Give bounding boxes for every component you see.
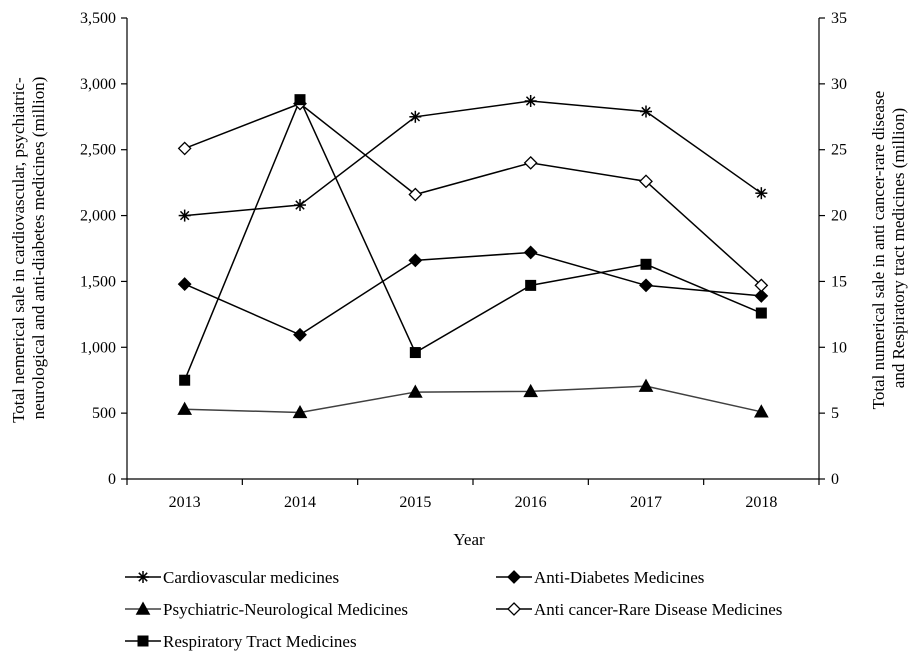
data-point-4 xyxy=(294,94,306,106)
y-right-tick-label: 0 xyxy=(831,471,839,488)
legend-item: Respiratory Tract Medicines xyxy=(125,632,357,651)
y-right-tick-label: 15 xyxy=(831,273,847,290)
y-right-tick-label: 5 xyxy=(831,405,839,422)
legend-label: Anti-Diabetes Medicines xyxy=(534,568,704,587)
series-lines xyxy=(183,97,762,414)
y-left-tick-label: 2,000 xyxy=(80,208,116,225)
data-point-1 xyxy=(523,245,538,260)
data-point-0 xyxy=(640,105,652,118)
data-point-3 xyxy=(754,278,769,293)
data-point-1 xyxy=(754,288,769,303)
x-axis-title: Year xyxy=(453,530,485,549)
data-point-2 xyxy=(523,383,539,398)
legend-item: Anti-Diabetes Medicines xyxy=(496,568,704,587)
legend-item: Anti cancer-Rare Disease Medicines xyxy=(496,600,782,619)
data-point-0 xyxy=(178,209,191,222)
data-point-2 xyxy=(753,404,769,418)
y-left-tick-label: 1,500 xyxy=(80,273,116,290)
series-markers xyxy=(177,94,769,419)
legend-label: Cardiovascular medicines xyxy=(163,568,339,587)
data-point-4 xyxy=(179,374,191,386)
legend-label: Respiratory Tract Medicines xyxy=(163,632,357,651)
data-point-4 xyxy=(409,347,421,359)
data-point-0 xyxy=(294,199,306,212)
legend-marker xyxy=(507,570,521,584)
data-point-2 xyxy=(407,384,423,398)
data-point-1 xyxy=(408,253,423,268)
legend-marker xyxy=(507,602,521,616)
y-right-tick-label: 25 xyxy=(831,142,847,159)
x-tick-label: 2016 xyxy=(515,494,547,511)
y-left-tick-label: 3,000 xyxy=(80,76,116,93)
legend-item: Cardiovascular medicines xyxy=(125,568,339,587)
data-point-4 xyxy=(640,258,652,270)
data-point-0 xyxy=(409,110,422,123)
x-tick-label: 2014 xyxy=(284,494,316,511)
legend-label: Anti cancer-Rare Disease Medicines xyxy=(534,600,782,619)
y-axis-left-title: Total nemerical sale in cardiovascular, … xyxy=(9,73,48,423)
data-point-2 xyxy=(177,401,193,415)
y-left-tick-label: 3,500 xyxy=(80,10,116,27)
x-tick-label: 2013 xyxy=(169,494,201,511)
legend-item: Psychiatric-Neurological Medicines xyxy=(125,600,408,619)
series-line-4 xyxy=(183,97,762,381)
y-left-tick-label: 2,500 xyxy=(80,142,116,159)
y-axis-left-title-line1: Total nemerical sale in cardiovascular, … xyxy=(9,77,28,423)
data-point-3 xyxy=(177,141,192,156)
data-point-0 xyxy=(755,187,768,200)
series-line-3 xyxy=(184,102,762,286)
y-left-tick-label: 500 xyxy=(92,405,116,422)
data-point-4 xyxy=(755,307,767,319)
legend-marker xyxy=(137,635,149,647)
y-axis-right-title-line1: Total numerical sale in anti cancer-rare… xyxy=(869,91,888,409)
y-right-tick-label: 10 xyxy=(831,339,847,356)
y-left-tick-label: 1,000 xyxy=(80,339,116,356)
y-right-tick-label: 35 xyxy=(831,10,847,27)
legend-label: Psychiatric-Neurological Medicines xyxy=(163,600,408,619)
x-tick-label: 2015 xyxy=(399,494,431,511)
legend: Cardiovascular medicines Anti-Diabetes Me… xyxy=(125,568,782,651)
x-tick-label: 2017 xyxy=(630,494,662,511)
series-line-2 xyxy=(184,385,762,414)
series-line-0 xyxy=(184,100,762,217)
legend-marker xyxy=(135,601,151,615)
data-point-2 xyxy=(292,404,308,419)
data-point-1 xyxy=(293,327,307,342)
y-axis-left-title-line2: neurological and anti-diabetes medicines… xyxy=(29,77,48,420)
data-point-1 xyxy=(639,278,653,293)
data-point-3 xyxy=(523,155,538,170)
y-axis-right-title: Total numerical sale in anti cancer-rare… xyxy=(869,87,908,410)
data-point-3 xyxy=(639,174,653,189)
y-left-tick-label: 0 xyxy=(108,471,116,488)
data-point-1 xyxy=(177,277,192,291)
data-point-2 xyxy=(638,378,654,392)
series-line-1 xyxy=(184,251,762,336)
y-right-tick-label: 30 xyxy=(831,76,847,93)
data-point-4 xyxy=(525,279,537,291)
x-tick-label: 2018 xyxy=(745,494,777,511)
y-right-tick-label: 20 xyxy=(831,208,847,225)
data-point-3 xyxy=(408,187,423,202)
data-point-0 xyxy=(524,94,537,107)
legend-marker xyxy=(137,571,149,583)
y-axis-right-title-line2: and Respiratory tract medicines (million… xyxy=(889,108,908,388)
ticks: 0 500 1,000 1,500 2,000 2,500 3,000 3,500 0 5 10 15… xyxy=(80,10,847,511)
